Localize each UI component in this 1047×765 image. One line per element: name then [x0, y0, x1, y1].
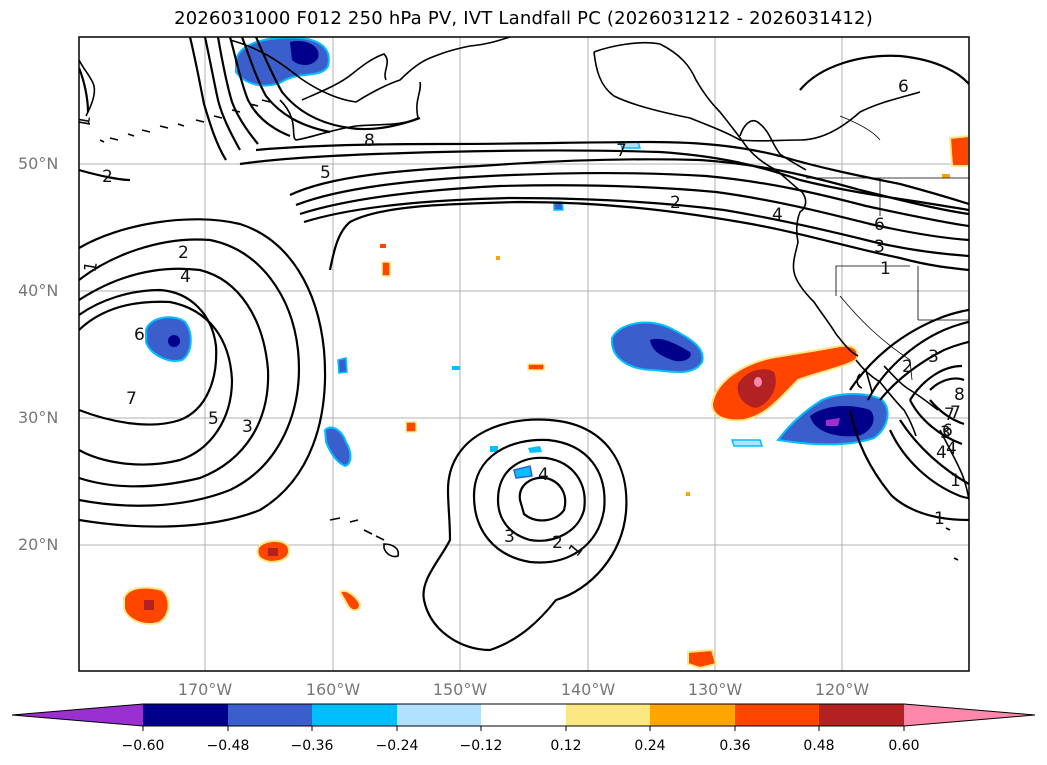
colorbar-segment	[397, 704, 481, 726]
contour-label: 2	[670, 193, 681, 213]
contour-label: 7	[944, 405, 955, 425]
colorbar-extend-min	[12, 704, 143, 726]
colorbar-tick-label: −0.48	[206, 738, 250, 754]
lat-label-40n: 40°N	[18, 281, 59, 300]
pv-contours	[79, 37, 969, 652]
colorbar	[11, 703, 1036, 731]
contour-label: 1	[74, 114, 96, 128]
colorbar-tick-label: 0.24	[634, 738, 666, 754]
contour-label: 2	[902, 357, 913, 377]
contour-label: 8	[364, 131, 375, 151]
contour-label: 4	[180, 267, 191, 287]
colorbar-extend-max	[904, 704, 1035, 726]
lon-label-130w: 130°W	[687, 680, 743, 699]
contour-label: 1	[934, 509, 945, 529]
contour-label: 3	[504, 527, 515, 547]
lon-label-150w: 150°W	[432, 680, 488, 699]
contour-label: 6	[898, 77, 909, 97]
colorbar-tick-label: 0.60	[888, 738, 920, 754]
contour-label: 5	[208, 409, 219, 429]
contour-label: 3	[242, 417, 253, 437]
contour-label: 4	[936, 443, 947, 463]
map-title: 2026031000 F012 250 hPa PV, IVT Landfall…	[174, 8, 873, 29]
colorbar-tick-label: 0.36	[719, 738, 751, 754]
contour-label: 6	[942, 421, 953, 441]
contour-label: 8	[954, 385, 965, 405]
colorbar-segment	[228, 704, 312, 726]
contour-label: 2	[552, 533, 563, 553]
colorbar-segment	[312, 704, 397, 726]
coastlines	[79, 37, 969, 561]
contour-label: 2	[178, 243, 189, 263]
contour-label: 1	[950, 471, 961, 491]
contour-label: 1	[880, 259, 891, 279]
contour-label: 4	[946, 439, 957, 459]
colorbar-segment	[819, 704, 904, 726]
lat-label-20n: 20°N	[18, 535, 59, 554]
gridlines	[79, 37, 969, 671]
contour-label: 6	[874, 215, 885, 235]
colorbar-segment	[143, 704, 228, 726]
contour-label: 1	[80, 260, 102, 274]
colorbar-tick-label: −0.12	[459, 738, 503, 754]
contour-labels: 8 5 2 2 1 4 6 1 7 5 3 2 4 6 3 1 7 6 4 3 …	[74, 77, 965, 561]
colorbar-segment	[735, 704, 819, 726]
lon-label-140w: 140°W	[560, 680, 616, 699]
contour-label: 5	[320, 163, 331, 183]
lat-label-50n: 50°N	[18, 154, 59, 173]
contour-label: 3	[874, 237, 885, 257]
lon-label-160w: 160°W	[305, 680, 361, 699]
colorbar-segment	[481, 704, 566, 726]
contour-label: 7	[616, 141, 627, 161]
lat-label-30n: 30°N	[18, 408, 59, 427]
map-border	[78, 36, 970, 672]
contour-label: 2	[102, 167, 113, 187]
colorbar-segment	[566, 704, 650, 726]
contour-label: 7	[950, 403, 961, 423]
lon-label-170w: 170°W	[177, 680, 233, 699]
contour-label: 4	[772, 205, 783, 225]
contour-label: 4	[538, 465, 549, 485]
colorbar-tick-label: −0.36	[290, 738, 334, 754]
contour-label: 6	[134, 325, 145, 345]
map-area: 8 5 2 2 1 4 6 1 7 5 3 2 4 6 3 1 7 6 4 3 …	[74, 37, 969, 671]
contour-label: 3	[928, 347, 939, 367]
contour-label: 7	[126, 389, 137, 409]
lon-label-120w: 120°W	[814, 680, 870, 699]
colorbar-tick-label: 0.12	[550, 738, 582, 754]
colorbar-tick-label: 0.48	[803, 738, 835, 754]
pv-shading	[123, 37, 969, 670]
colorbar-tick-label: −0.60	[121, 738, 165, 754]
contour-label: 3	[940, 423, 951, 443]
colorbar-tick-label: −0.24	[375, 738, 419, 754]
colorbar-segment	[650, 704, 735, 726]
